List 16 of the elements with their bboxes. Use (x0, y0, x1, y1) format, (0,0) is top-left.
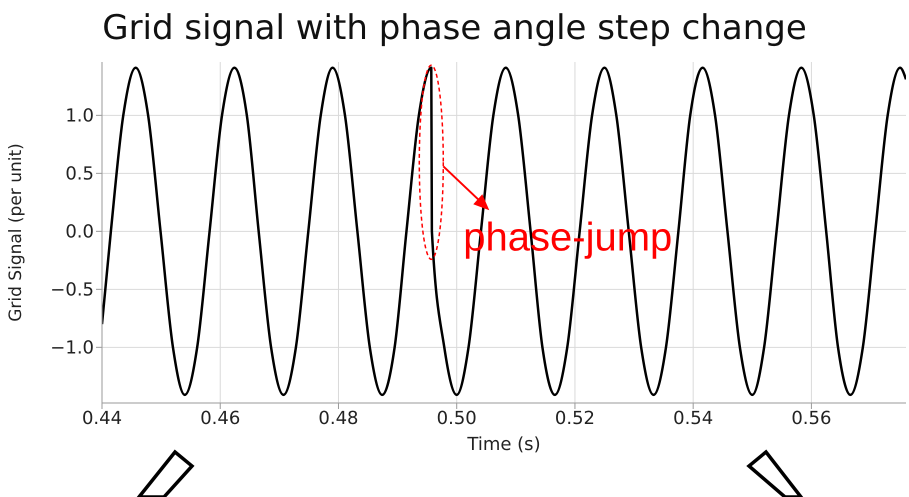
y-axis-title: Grid Signal (per unit) (6, 143, 26, 322)
x-tick-label: 0.52 (554, 408, 595, 429)
line-series (102, 66, 906, 396)
x-axis-title: Time (s) (466, 434, 541, 455)
y-tick-label: −0.5 (50, 280, 94, 301)
x-tick-label: 0.46 (200, 408, 240, 429)
y-tick-label: −1.0 (50, 338, 94, 359)
x-tick-label: 0.48 (318, 408, 359, 429)
y-tick-label: 0.5 (65, 164, 94, 185)
y-tick-label: 1.0 (65, 106, 94, 127)
x-tick-label: 0.54 (673, 408, 714, 429)
chart-title: Grid signal with phase angle step change (101, 8, 808, 48)
x-tick-label: 0.50 (436, 408, 477, 429)
x-tick-label: 0.56 (791, 408, 832, 429)
x-tick-label: 0.44 (82, 408, 122, 429)
y-tick-label: 0.0 (65, 222, 94, 243)
